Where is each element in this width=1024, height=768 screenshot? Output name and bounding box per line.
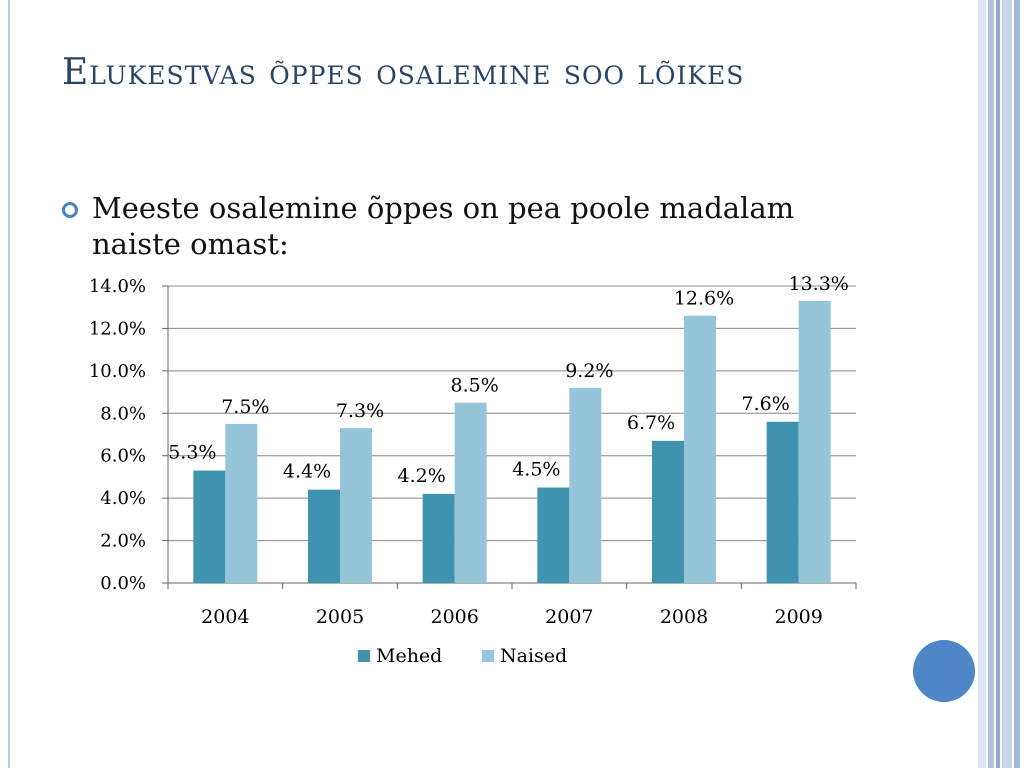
- x-tick-label: 2006: [430, 606, 478, 628]
- bar-naised: [569, 387, 602, 583]
- bar-naised: [225, 423, 258, 583]
- bar-naised: [684, 315, 716, 583]
- data-label: 13.3%: [788, 273, 848, 295]
- data-label: 4.4%: [283, 461, 331, 483]
- data-label: 6.7%: [627, 412, 675, 434]
- decorative-circle: [913, 640, 975, 702]
- data-label: 8.5%: [451, 375, 499, 397]
- legend-swatch: [358, 650, 370, 662]
- y-tick-label: 6.0%: [100, 446, 146, 467]
- data-label: 4.2%: [398, 465, 446, 487]
- bar-mehed: [652, 440, 684, 583]
- y-tick-label: 8.0%: [100, 403, 146, 424]
- data-label: 7.3%: [336, 400, 384, 422]
- x-tick-label: 2009: [774, 606, 822, 628]
- left-border-line: [8, 0, 10, 768]
- data-label: 9.2%: [565, 360, 613, 382]
- bar-mehed: [193, 470, 226, 583]
- bar-mehed: [422, 493, 455, 583]
- x-tick-label: 2007: [545, 606, 593, 628]
- y-tick-label: 14.0%: [89, 276, 146, 297]
- bar-chart: 0.0% 2.0% 4.0% 6.0% 8.0% 10.0% 12.0% 14.0% 5.3% 7…: [89, 273, 857, 667]
- y-tick-label: 0.0%: [100, 573, 146, 594]
- bar-mehed: [537, 487, 570, 583]
- y-tick-label: 10.0%: [89, 361, 146, 382]
- legend-swatch: [482, 650, 494, 662]
- bar-mehed: [766, 421, 799, 583]
- data-label: 7.5%: [221, 396, 269, 418]
- data-label: 12.6%: [674, 288, 734, 310]
- bullet-ring-icon: [62, 202, 78, 218]
- bar-naised: [798, 300, 831, 583]
- bar-naised: [454, 402, 487, 583]
- legend-label: Mehed: [376, 645, 442, 667]
- bullet-text: Meeste osalemine õppes on pea poole mada…: [92, 191, 795, 261]
- bar-naised: [340, 428, 372, 583]
- x-tick-label: 2008: [660, 606, 708, 628]
- data-label: 5.3%: [168, 442, 216, 464]
- bar-mehed: [308, 489, 340, 583]
- y-tick-label: 4.0%: [100, 488, 146, 509]
- y-tick-label: 2.0%: [100, 531, 146, 552]
- legend-label: Naised: [500, 645, 567, 667]
- slide-title: Elukestvas õppes osalemine soo lõikes: [62, 52, 745, 93]
- data-label: 7.6%: [742, 393, 790, 415]
- x-tick-label: 2004: [201, 606, 249, 628]
- right-decorative-stripes: [978, 0, 1024, 768]
- y-tick-label: 12.0%: [89, 318, 146, 339]
- x-tick-label: 2005: [316, 606, 364, 628]
- data-label: 4.5%: [512, 459, 560, 481]
